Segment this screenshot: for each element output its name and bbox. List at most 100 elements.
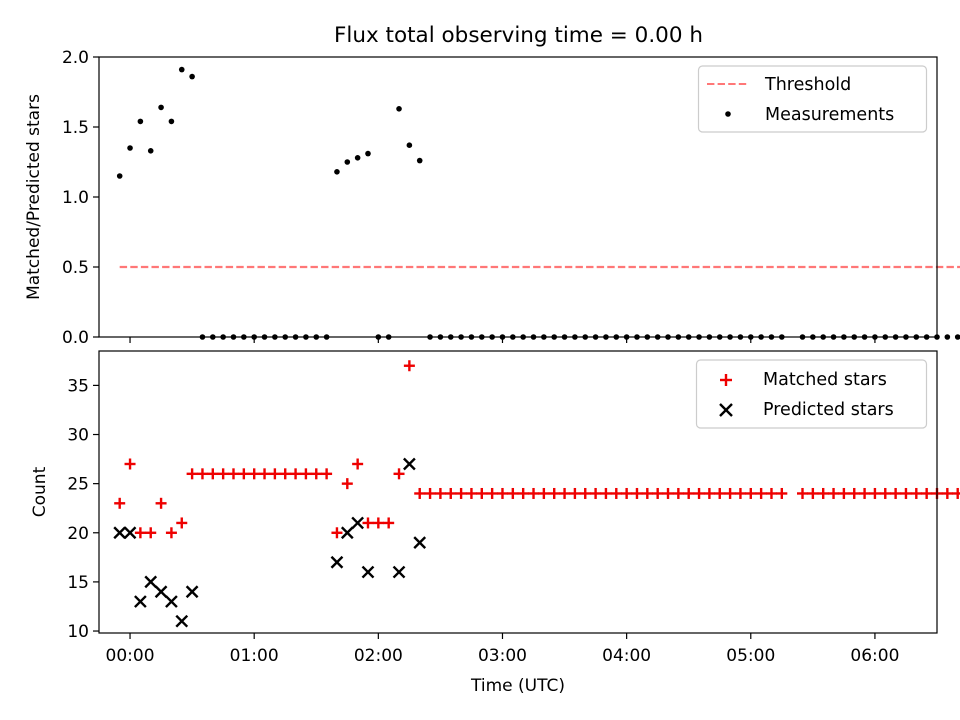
matched-star-marker [352, 458, 364, 470]
bottom-x-tick-label: 04:00 [602, 646, 651, 666]
legend-predicted-swatch [719, 403, 733, 417]
matched-star-marker [548, 487, 560, 499]
top-y-tick-label: 1.0 [62, 188, 89, 208]
matched-star-marker [403, 360, 415, 372]
measurement-point [344, 159, 351, 165]
matched-star-marker [693, 487, 705, 499]
predicted-star-marker [392, 565, 406, 579]
bottom-y-tick-label: 20 [67, 524, 89, 544]
predicted-star-marker [113, 526, 127, 540]
matched-star-marker [672, 487, 684, 499]
top-axes-frame [98, 56, 938, 338]
matched-star-marker [776, 487, 788, 499]
measurement-point [406, 142, 413, 148]
bottom-x-tick-label: 01:00 [230, 646, 279, 666]
matched-stars-markers [114, 360, 960, 539]
matched-star-marker [114, 497, 126, 509]
matched-star-marker [424, 487, 436, 499]
predicted-star-marker [123, 526, 137, 540]
predicted-star-marker [330, 555, 344, 569]
legend-measurements-swatch [725, 111, 731, 117]
legend-threshold-label: Threshold [764, 75, 851, 95]
matched-star-marker [641, 487, 653, 499]
bottom-y-axis-label: Count [30, 466, 50, 517]
matched-star-marker [393, 468, 405, 480]
top-y-axis-label: Matched/Predicted stars [24, 94, 44, 300]
top-y-ticks: 0.0 0.5 1.0 1.5 2.0 [62, 48, 99, 348]
matched-star-marker [476, 487, 488, 499]
top-y-tick-label: 1.5 [62, 118, 89, 138]
measurement-point [168, 118, 175, 125]
bottom-x-tick-label: 00:00 [106, 646, 155, 666]
matched-star-marker [155, 497, 167, 509]
matched-star-marker [683, 487, 695, 499]
bottom-y-tick-label: 10 [67, 622, 89, 642]
matched-star-marker [662, 487, 674, 499]
bottom-y-tick-label: 30 [67, 426, 89, 446]
matched-star-marker [631, 487, 643, 499]
predicted-star-marker [134, 595, 147, 608]
measurement-point [127, 145, 133, 151]
matched-star-marker [600, 487, 612, 499]
matched-star-marker [745, 487, 757, 499]
matched-star-marker [817, 487, 829, 499]
predicted-star-marker [413, 536, 427, 549]
matched-star-marker [921, 487, 933, 499]
matched-star-marker [331, 527, 343, 539]
matched-star-marker [300, 468, 312, 480]
measurement-point [178, 66, 185, 73]
measurement-point [189, 73, 195, 80]
measurement-point [334, 169, 340, 175]
matched-star-marker [145, 527, 157, 539]
matched-star-marker [703, 487, 715, 499]
measurement-point [116, 173, 123, 179]
matched-star-marker [362, 517, 374, 529]
matched-star-marker [134, 527, 146, 539]
matched-star-marker [372, 517, 384, 529]
matched-star-marker [310, 468, 322, 480]
matched-star-marker [176, 517, 188, 529]
matched-star-marker [434, 487, 446, 499]
matched-star-marker [590, 487, 602, 499]
matched-star-marker [507, 487, 519, 499]
measurement-point [365, 150, 371, 157]
matched-star-marker [269, 468, 281, 480]
matched-star-marker [196, 468, 208, 480]
matched-star-marker [579, 487, 591, 499]
bottom-y-tick-label: 35 [67, 376, 89, 396]
predicted-star-marker [403, 457, 416, 471]
measurement-point [354, 155, 361, 161]
matched-star-marker [941, 487, 953, 499]
matched-star-marker [797, 487, 809, 499]
matched-star-marker [517, 487, 529, 499]
matched-star-marker [486, 487, 498, 499]
legend-measurements-label: Measurements [765, 105, 894, 125]
matched-star-marker [538, 487, 550, 499]
matched-star-marker [414, 487, 426, 499]
matched-star-marker [227, 468, 239, 480]
bottom-x-tick-label: 02:00 [354, 646, 403, 666]
bottom-y-tick-label: 15 [67, 573, 89, 593]
matched-star-marker [755, 487, 767, 499]
bottom-y-tick-label: 25 [67, 475, 89, 495]
matched-star-marker [207, 468, 219, 480]
matched-star-marker [879, 487, 891, 499]
measurement-point [147, 148, 154, 154]
matched-star-marker [714, 487, 726, 499]
matched-star-marker [807, 487, 819, 499]
matched-star-marker [238, 468, 250, 480]
measurement-point [944, 334, 951, 340]
matched-star-marker [528, 487, 540, 499]
measurement-point [954, 334, 960, 340]
matched-star-marker [455, 487, 467, 499]
bottom-x-tick-label: 06:00 [850, 646, 899, 666]
predicted-star-marker [165, 595, 178, 608]
bottom-legend: Matched stars Predicted stars [695, 359, 928, 429]
matched-star-marker [465, 487, 477, 499]
predicted-stars-markers [113, 457, 427, 628]
legend-matched-label: Matched stars [763, 370, 887, 390]
top-panel: 0.00.51.01.52.0 Matched/Predicted stars … [24, 48, 960, 348]
matched-star-marker [952, 487, 960, 499]
bottom-x-tick-label: 03:00 [478, 646, 527, 666]
